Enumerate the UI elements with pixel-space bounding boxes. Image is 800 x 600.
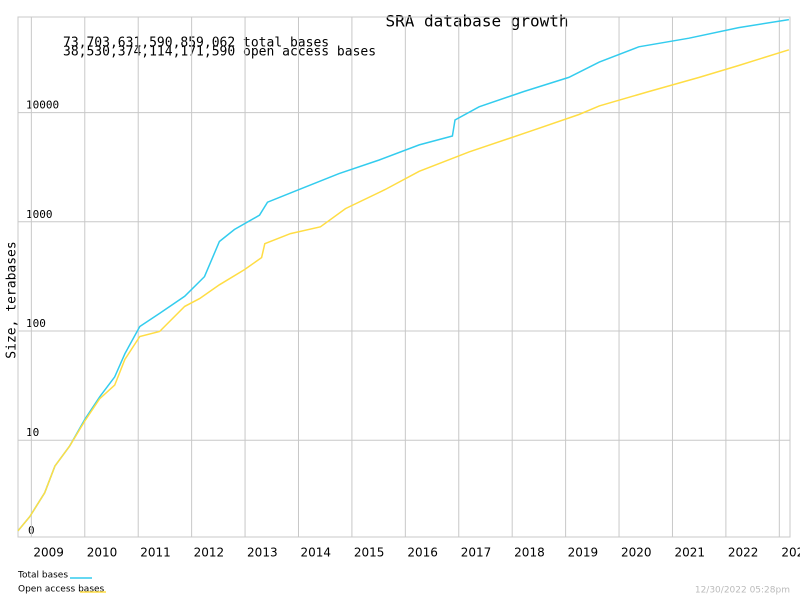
x-tick-label: 2017 [461, 546, 492, 560]
x-tick-label: 2012 [194, 546, 225, 560]
x-tick-label: 2021 [674, 546, 705, 560]
y-tick-label: 10 [26, 426, 39, 439]
timestamp: 12/30/2022 05:28pm [695, 586, 790, 596]
summary-total: 73,703,631,590,859,062 total bases [63, 36, 329, 51]
chart-title: SRA database growth [385, 12, 568, 31]
x-tick-label: 2022 [728, 546, 759, 560]
x-tick-label: 2010 [87, 546, 118, 560]
y-tick-label: 100 [26, 317, 46, 330]
x-tick-label: 2009 [33, 546, 64, 560]
plot-area [17, 16, 791, 538]
x-tick-label: 2011 [140, 546, 171, 560]
y-axis-label: Size, terabases [5, 241, 20, 358]
x-tick-label: 2015 [354, 546, 385, 560]
x-tick-label: 2016 [407, 546, 438, 560]
series-line [17, 18, 790, 532]
y-tick-label: 1000 [26, 208, 53, 221]
x-tick-label: 2013 [247, 546, 278, 560]
x-tick-label: 2014 [300, 546, 331, 560]
summary-open: 38,530,374,114,171,590 open access bases [63, 45, 376, 60]
x-tick-label: 2019 [568, 546, 599, 560]
x-tick-label: 2023 [781, 546, 800, 560]
series-line [17, 49, 790, 532]
legend-label: Open access bases [18, 585, 105, 595]
x-tick-label: 2018 [514, 546, 545, 560]
x-tick-label: 2020 [621, 546, 652, 560]
y-tick-label: 10000 [26, 99, 59, 112]
legend-label: Total bases [17, 571, 68, 581]
